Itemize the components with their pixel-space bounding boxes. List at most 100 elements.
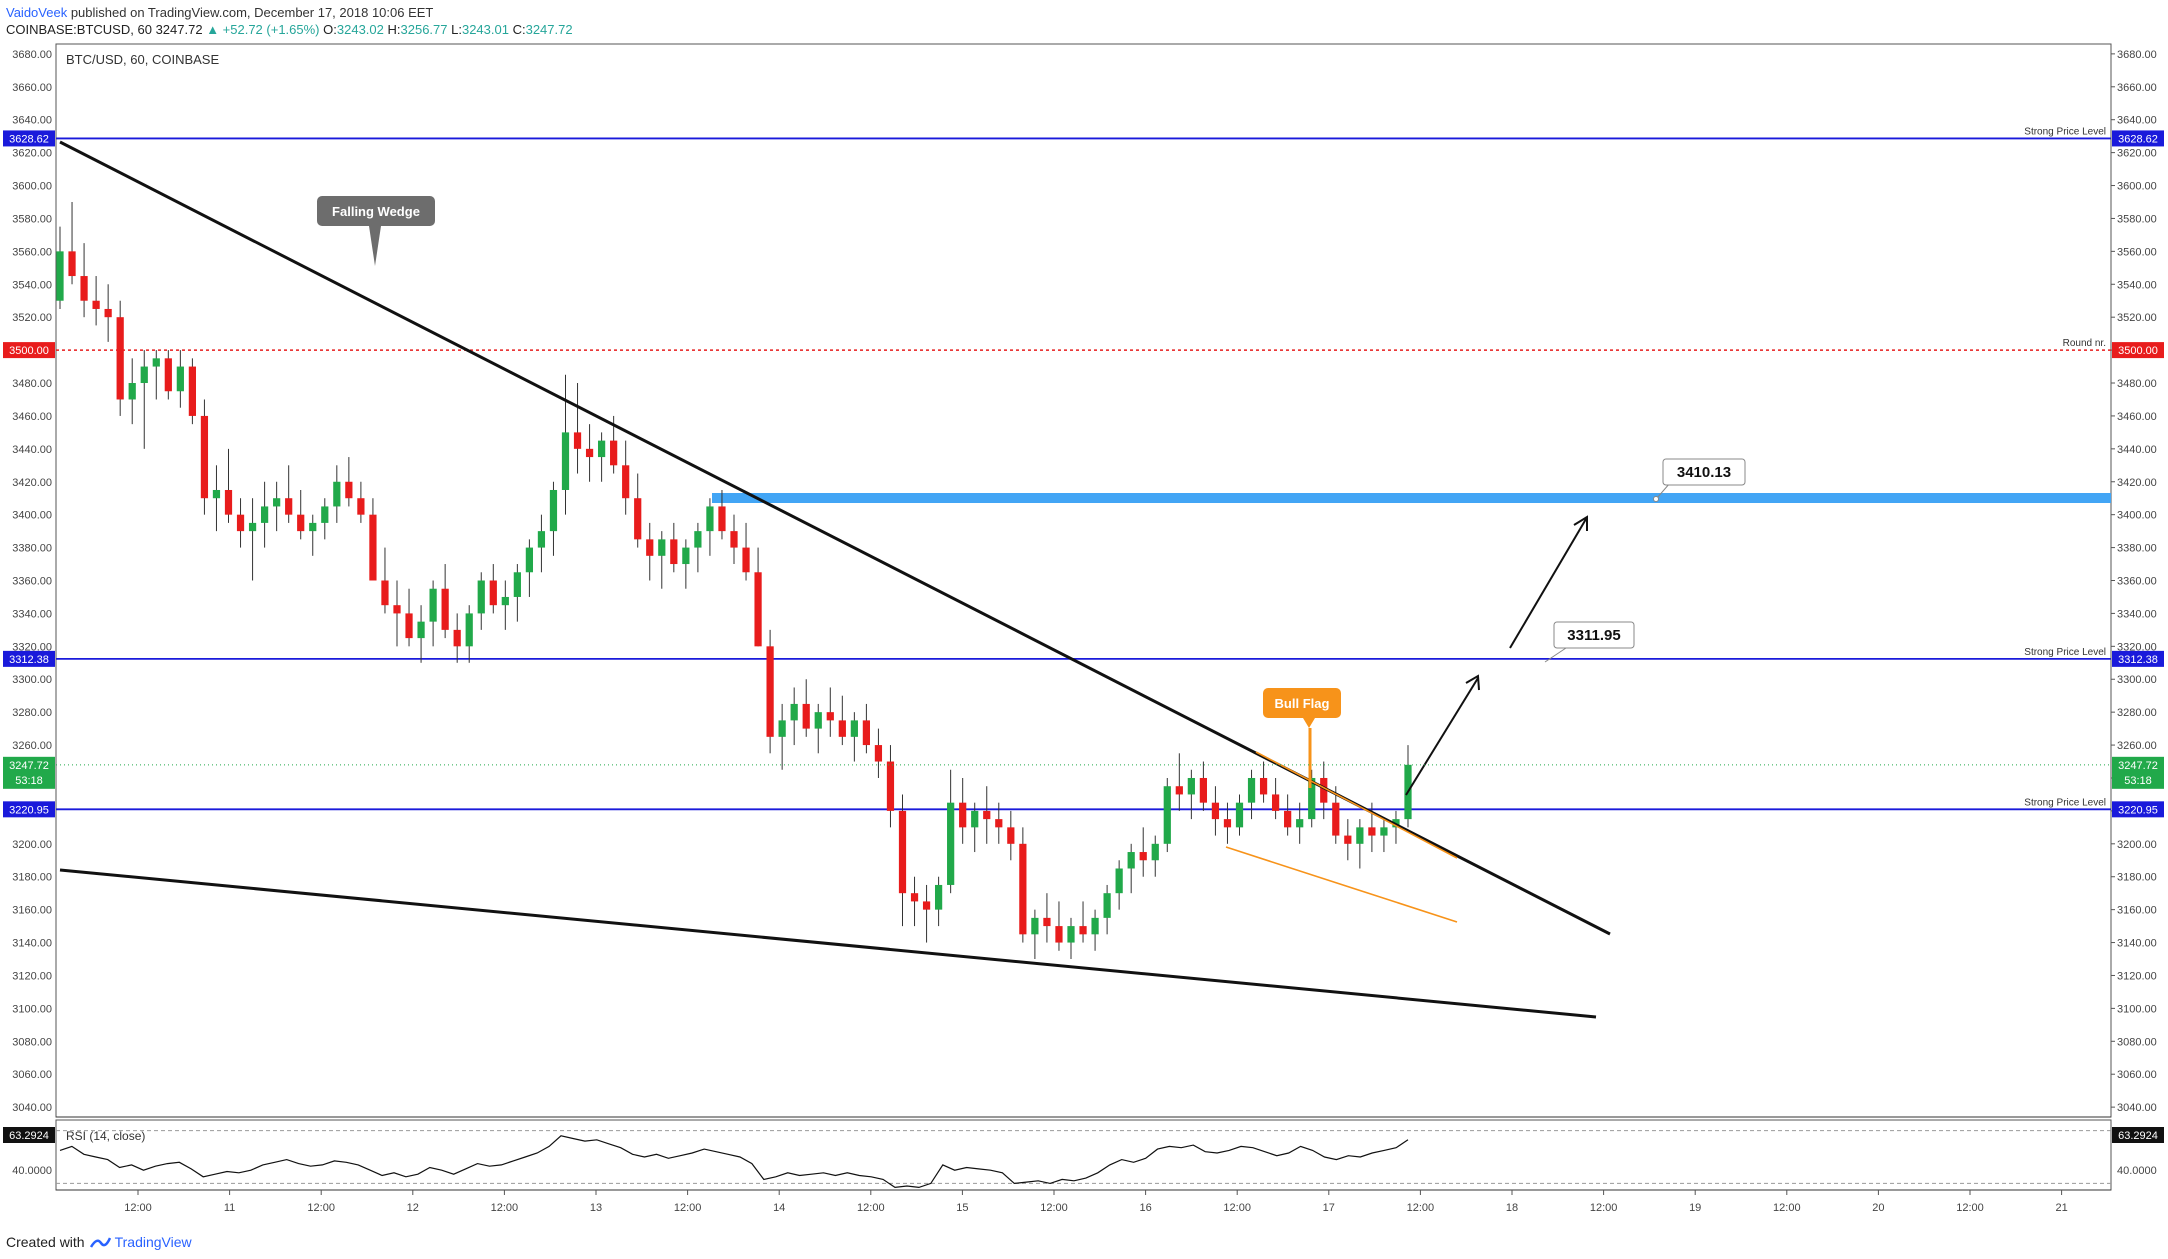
candle-body (116, 317, 124, 400)
candle-body (56, 251, 64, 301)
candle-body (814, 712, 822, 729)
candle-body (453, 629, 461, 647)
y-tick-right: 3360.00 (2117, 576, 2157, 588)
target-zone[interactable] (712, 493, 2111, 504)
candle-body (959, 802, 967, 828)
rsi-line (59, 1135, 1409, 1189)
bull-flag-annotation[interactable]: Bull Flag (1263, 688, 1341, 728)
y-tick-left: 3260.00 (12, 740, 52, 752)
candle-body (898, 810, 907, 894)
y-tick-right: 3420.00 (2117, 477, 2157, 489)
low-label: L: (451, 22, 462, 37)
candle-body (1043, 917, 1051, 927)
candle-body (886, 761, 895, 811)
candle-body (537, 531, 546, 548)
candle-body (874, 745, 883, 762)
author-link[interactable]: VaidoVeek (6, 5, 68, 20)
target-3311-callout[interactable]: 3311.95 (1544, 621, 1635, 663)
candles (56, 201, 1412, 960)
y-tick-left: 3040.00 (12, 1102, 52, 1114)
y-tick-right: 3620.00 (2117, 148, 2157, 160)
projection-arrows[interactable] (1405, 515, 1588, 796)
level-tag-right-text: 3628.62 (2118, 133, 2158, 145)
candle-body (321, 506, 329, 523)
candle-body (1199, 777, 1208, 803)
candle-body (164, 358, 172, 392)
y-tick-right: 3540.00 (2117, 279, 2157, 291)
falling-wedge-annotation[interactable]: Falling Wedge (317, 196, 435, 266)
candle-body (802, 703, 810, 729)
y-tick-right: 3060.00 (2117, 1069, 2157, 1081)
level-tag-left-text: 3220.95 (9, 804, 49, 816)
bull-flag-lower[interactable] (1225, 846, 1458, 923)
x-tick-label: 12:00 (1773, 1202, 1801, 1214)
y-tick-right: 3280.00 (2117, 707, 2157, 719)
y-tick-right: 3100.00 (2117, 1003, 2157, 1015)
level-label: Strong Price Level (2024, 647, 2106, 658)
y-tick-left: 3560.00 (12, 246, 52, 258)
y-tick-left: 3540.00 (12, 279, 52, 291)
y-tick-right: 3600.00 (2117, 181, 2157, 193)
candle-body (248, 522, 257, 532)
candle-body (670, 539, 678, 565)
level-tag-left-text: 3312.38 (9, 654, 49, 666)
candle-body (838, 720, 846, 737)
rsi-tick-left: 40.0000 (12, 1165, 52, 1177)
candle-body (1235, 802, 1244, 828)
target-3410-callout[interactable]: 3410.13 (1653, 458, 1746, 502)
candle-body (585, 448, 594, 458)
candle-body (1079, 926, 1087, 935)
candle-body (152, 358, 160, 367)
candle-body (441, 588, 449, 630)
rsi-indicator[interactable]: 40.0000 40.0000 63.2924 63.2924 (3, 1127, 2164, 1189)
y-tick-right: 3080.00 (2117, 1036, 2157, 1048)
candle-body (1187, 777, 1195, 795)
candle-body (850, 720, 858, 737)
candle-body (297, 514, 305, 532)
candle-body (730, 531, 738, 548)
candle-body (634, 498, 642, 540)
x-tick-label: 18 (1506, 1202, 1518, 1214)
level-tag-right-text: 3312.38 (2118, 654, 2158, 666)
y-tick-right: 3340.00 (2117, 608, 2157, 620)
level-label: Strong Price Level (2024, 126, 2106, 137)
candle-body (1115, 868, 1123, 894)
wedge-lower-trendline[interactable] (59, 868, 1597, 1019)
x-tick-label: 19 (1689, 1202, 1701, 1214)
candle-body (646, 539, 654, 556)
last-price-tag (2112, 756, 2164, 789)
candle-body (104, 308, 112, 318)
x-tick-label: 17 (1323, 1202, 1335, 1214)
y-tick-right: 3480.00 (2117, 378, 2157, 390)
candle-body (995, 819, 1003, 828)
rsi-label: RSI (14, close) (66, 1129, 145, 1143)
y-tick-left: 3160.00 (12, 905, 52, 917)
close-label: C: (512, 22, 526, 37)
candle-body (1320, 777, 1328, 803)
candle-body (971, 810, 979, 828)
candle-body (1175, 786, 1183, 795)
candle-body (1259, 777, 1268, 795)
candle-body (477, 580, 485, 614)
y-tick-left: 3620.00 (12, 148, 52, 160)
candle-body (561, 432, 570, 490)
chart-title: BTC/USD, 60, COINBASE (66, 52, 219, 67)
candle-body (826, 712, 834, 721)
candle-body (513, 572, 521, 597)
level-tag-right-text: 3220.95 (2118, 804, 2158, 816)
symbol-label: COINBASE:BTCUSD, 60 (6, 22, 152, 37)
tradingview-brand[interactable]: TradingView (114, 1234, 192, 1250)
open-label: O: (323, 22, 337, 37)
y-tick-left: 3520.00 (12, 312, 52, 324)
candle-body (790, 703, 798, 721)
y-tick-right: 3040.00 (2117, 1102, 2157, 1114)
candle-body (273, 498, 281, 507)
candle-body (80, 276, 88, 301)
horizontal-levels[interactable]: Strong Price Level 3628.62 3628.62 Round nr… (3, 126, 2164, 818)
y-tick-left: 3680.00 (12, 49, 52, 61)
bull-flag-upper[interactable] (1255, 751, 1458, 859)
last-price-line: 3247.72 53:18 3247.72 53:18 (3, 756, 2164, 789)
candle-body (285, 498, 293, 515)
y-tick-left: 3400.00 (12, 510, 52, 522)
